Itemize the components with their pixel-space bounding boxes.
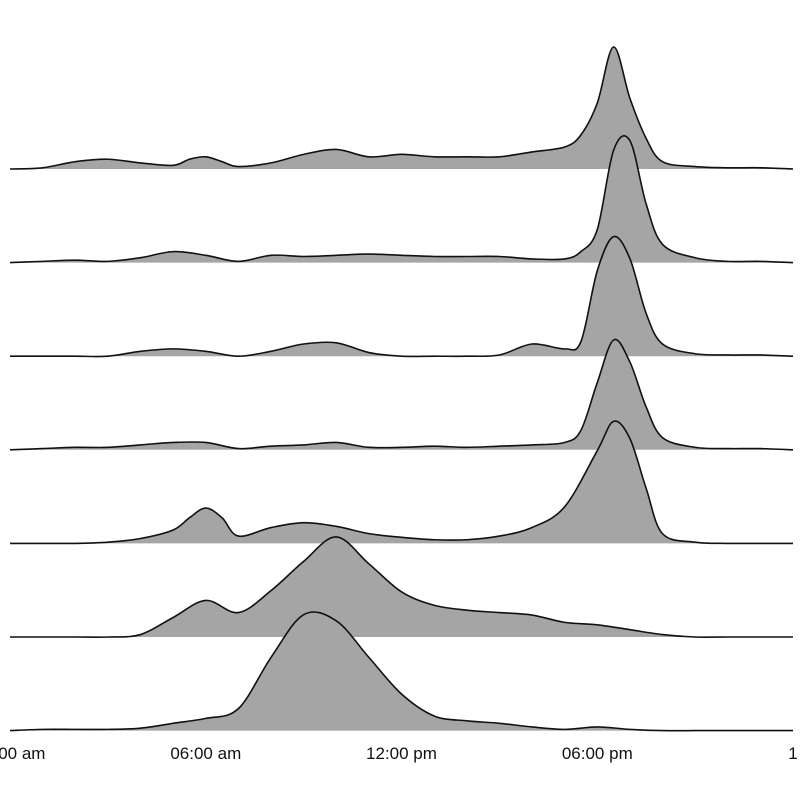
ridge-area [10,339,793,450]
ridge-line [10,235,794,358]
ridge-line [10,536,793,638]
ridge-area [10,536,793,638]
x-tick-label: 12:00 pm [366,744,437,763]
ridge-5 [10,420,793,545]
x-tick-label: 06:00 am [170,744,241,763]
ridge-line [9,135,794,264]
ridge-area [10,236,793,357]
ridge-line [10,420,793,545]
ridge-line [9,611,793,732]
ridge-3 [10,235,794,358]
ridge-line [9,46,794,170]
ridges-group [9,46,794,732]
ridge-1 [9,46,794,170]
ridge-line [9,338,794,451]
ridge-area [10,611,793,731]
ridge-area [10,46,793,169]
ridge-area [10,421,793,544]
ridge-4 [9,338,794,451]
x-tick-label: 1 [788,744,797,763]
ridge-6 [10,536,793,638]
ridge-7 [9,611,793,732]
x-tick-label: 12:00 am [0,744,45,763]
x-tick-label: 06:00 pm [562,744,633,763]
ridge-2 [9,135,794,264]
x-axis-ticks: 12:00 am 06:00 am 12:00 pm 06:00 pm 1 [0,744,798,763]
